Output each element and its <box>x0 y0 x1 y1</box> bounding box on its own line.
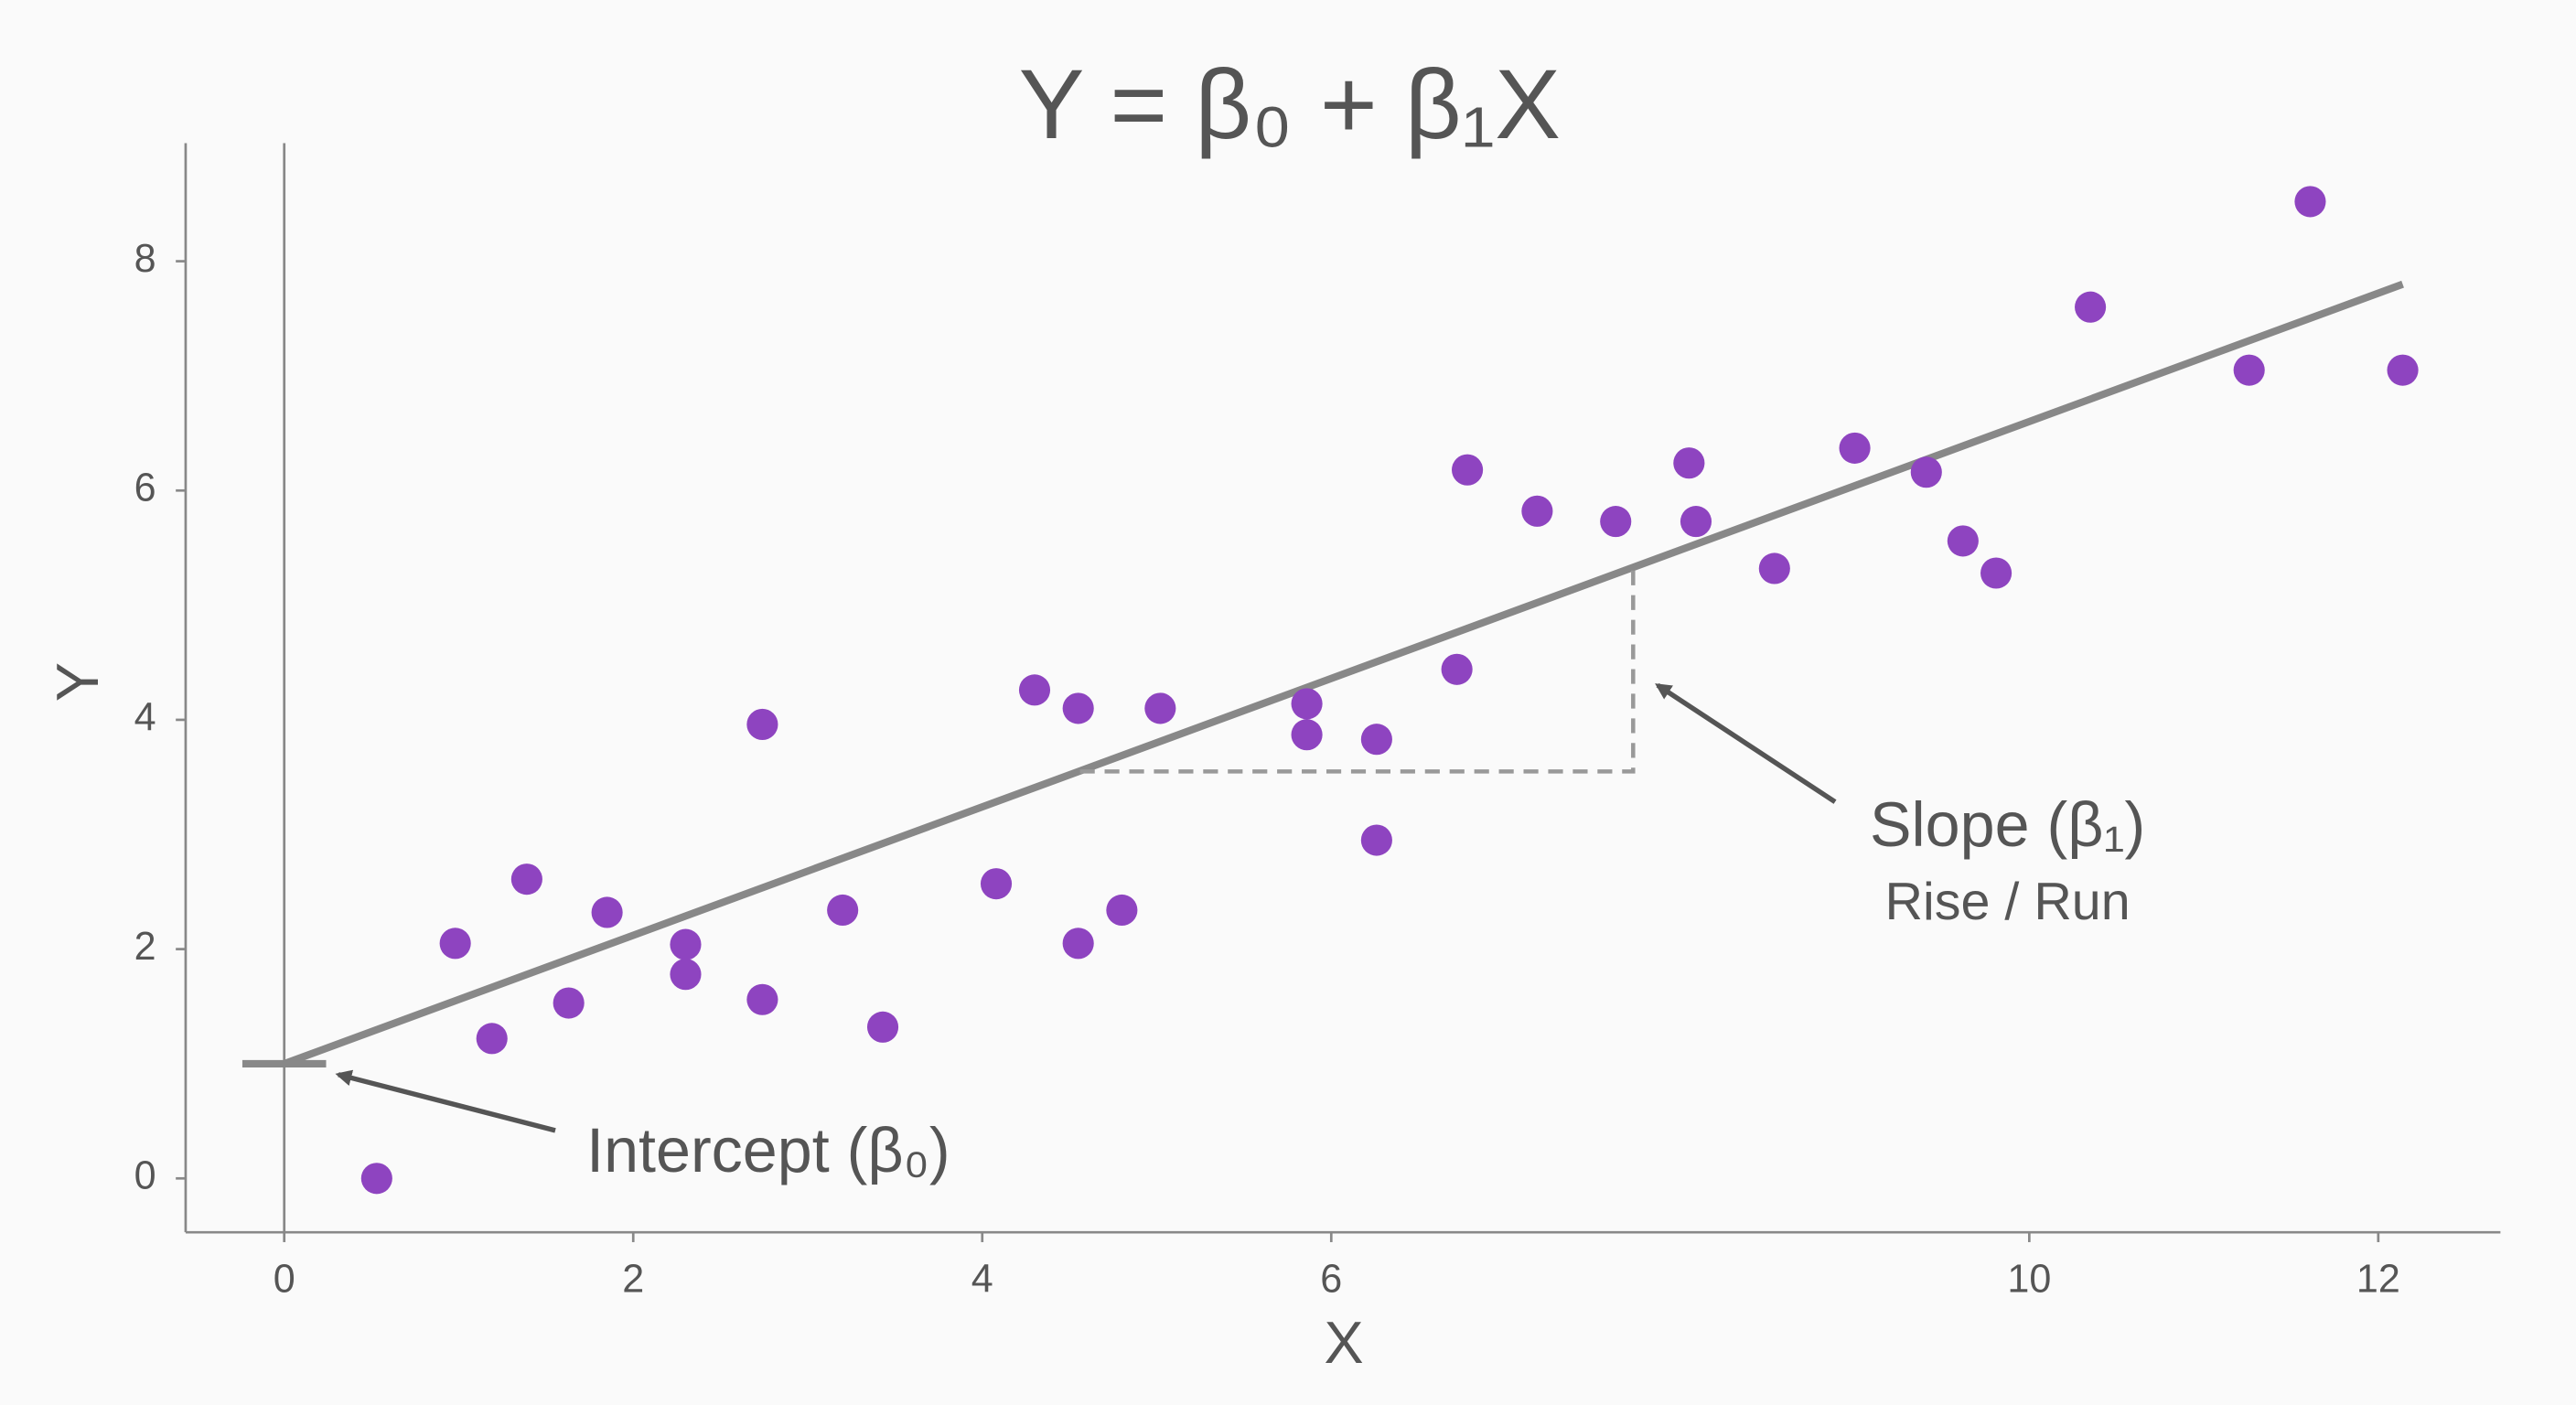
x-axis-label: X <box>1324 1309 1363 1376</box>
x-tick-label: 0 <box>274 1257 295 1301</box>
point <box>980 868 1013 900</box>
point <box>670 959 702 991</box>
point <box>439 928 471 960</box>
intercept-annotation: Intercept (β₀) <box>586 1116 950 1185</box>
point <box>2075 291 2107 323</box>
point <box>1600 506 1632 538</box>
point <box>1291 688 1323 720</box>
y-tick-label: 6 <box>134 467 156 510</box>
x-tick-label: 2 <box>622 1257 644 1301</box>
point <box>1521 495 1553 527</box>
point <box>1144 692 1176 724</box>
point <box>360 1163 392 1195</box>
x-tick-label: 12 <box>2356 1257 2400 1301</box>
y-tick-label: 4 <box>134 695 156 739</box>
point <box>553 987 585 1019</box>
point <box>1062 692 1094 724</box>
point <box>1839 432 1871 464</box>
point <box>1680 506 1712 538</box>
point <box>591 896 623 928</box>
point <box>746 983 778 1015</box>
rise-run-guide <box>1079 567 1636 774</box>
point <box>1452 454 1484 486</box>
x-tick-label: 10 <box>2007 1257 2051 1301</box>
point <box>866 1011 899 1043</box>
x-tick-label: 6 <box>1320 1257 1342 1301</box>
point <box>2387 354 2419 386</box>
rise-run-annotation: Rise / Run <box>1885 873 2131 931</box>
fit-line <box>283 280 2404 1067</box>
point <box>1360 824 1392 856</box>
point <box>1673 447 1705 479</box>
point <box>1106 894 1138 927</box>
slope-arrow <box>1655 682 1837 804</box>
point <box>2294 186 2326 218</box>
y-tick-label: 0 <box>134 1154 156 1198</box>
point <box>1758 552 1790 585</box>
y-tick-label: 8 <box>134 237 156 281</box>
point <box>1360 724 1392 756</box>
chart-title: Y = β₀ + β₁X <box>1019 48 1561 159</box>
point <box>510 863 542 896</box>
y-tick-label: 2 <box>134 925 156 969</box>
intercept-arrow <box>335 1069 556 1133</box>
x-tick-label: 4 <box>971 1257 993 1301</box>
point <box>746 708 778 741</box>
point <box>1018 674 1051 706</box>
y-axis-label: Y <box>44 662 111 702</box>
point <box>827 894 859 927</box>
point <box>1062 928 1094 960</box>
point <box>476 1023 508 1055</box>
slope-annotation: Slope (β₁) <box>1870 790 2145 860</box>
point <box>1947 525 1979 557</box>
point <box>2233 354 2265 386</box>
point <box>1441 653 1473 685</box>
point <box>1910 456 1942 488</box>
point <box>1291 719 1323 751</box>
point <box>670 928 702 960</box>
point <box>1980 557 2012 589</box>
